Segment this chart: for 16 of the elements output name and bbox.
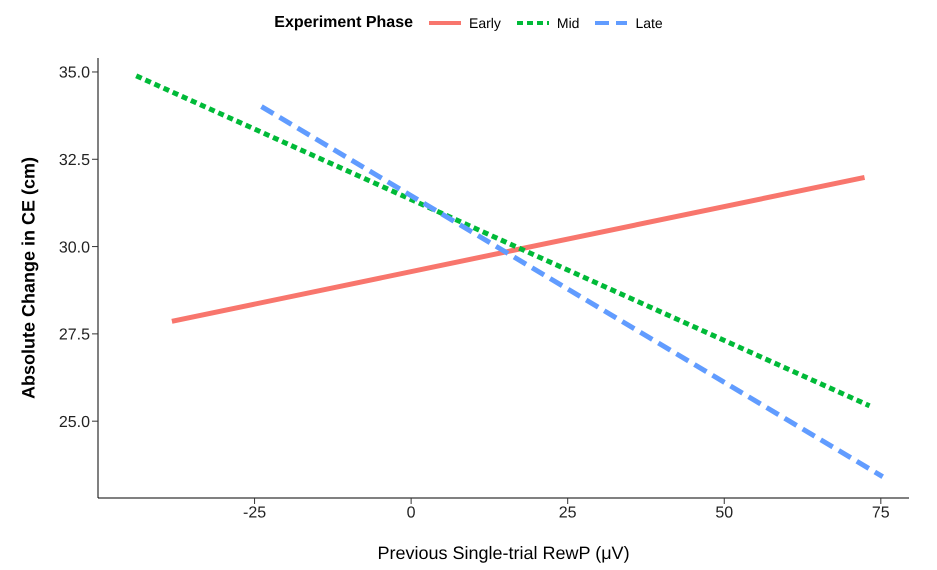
y-tick-label: 25.0 [58, 414, 90, 431]
legend-label: Early [468, 15, 501, 31]
x-tick-label: 0 [406, 504, 416, 522]
legend-title: Experiment Phase [274, 14, 413, 32]
x-tick-label: -25 [243, 504, 266, 522]
y-tick-label: 27.5 [58, 326, 90, 344]
x-tick-label: 50 [715, 504, 734, 522]
legend-label: Late [634, 15, 663, 31]
x-tick-label: 75 [872, 504, 890, 522]
y-tick-label: 35.0 [58, 64, 90, 82]
legend-label: Mid [556, 15, 580, 31]
x-tick-label: 25 [558, 504, 577, 522]
y-tick-label: 30.0 [58, 239, 90, 256]
y-axis-title: Absolute Change in CE (cm) [18, 156, 38, 400]
y-tick-label: 32.5 [58, 152, 90, 169]
x-axis-title: Previous Single-trial RewP (μV) [377, 542, 630, 563]
